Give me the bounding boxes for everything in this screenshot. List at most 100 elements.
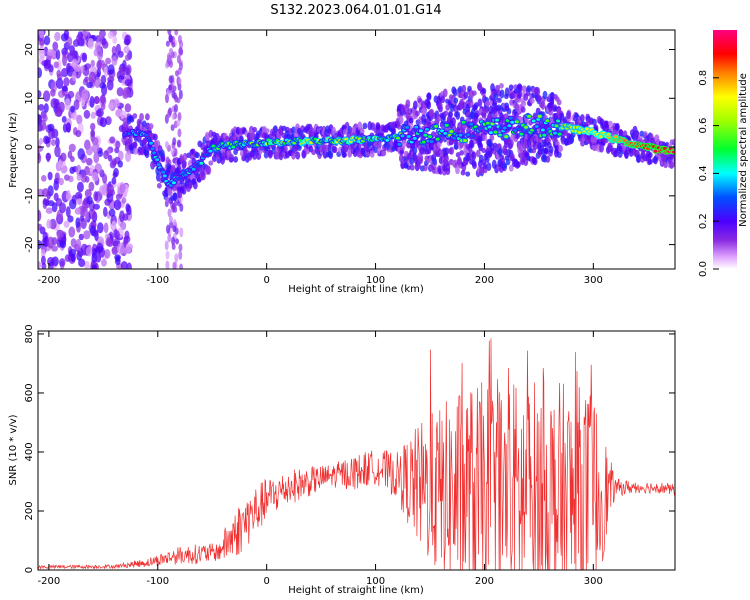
spectral-blob [38,90,42,98]
spectral-blob [91,171,99,182]
spectral-blob [105,237,112,247]
snr-frame [37,330,676,571]
spectral-blob [59,240,67,249]
spectral-blob [115,230,120,240]
spectral-blob [449,103,455,113]
ridge-blob-core [463,139,468,143]
ridge-blob-core [208,149,213,153]
spectral-blob [496,97,502,103]
spectral-blob [64,174,70,181]
spectral-blob [124,54,131,61]
spectral-blob [549,96,555,106]
spectral-blob [106,191,114,203]
spectral-blob [167,233,172,243]
ridge-blob-core [231,145,236,149]
spectral-blob [636,153,641,163]
spectral-blob [38,209,42,222]
y-tick-label: 10 [24,92,35,105]
spectral-blob [54,172,60,182]
spectral-blob [460,169,466,176]
spectral-blob [117,160,124,168]
spectral-blob [672,138,675,145]
spectral-blob [117,242,125,255]
spectral-blob [38,261,42,269]
spectral-blob [38,104,45,111]
spectral-blob [95,109,102,117]
colorbar-tick-label: 0.0 [698,261,709,277]
spectral-blob [176,165,182,174]
spectral-blob [179,263,184,269]
spectral-blob [405,99,411,109]
spectral-blob [414,110,420,117]
spectral-blob [521,85,527,93]
spectral-blob [46,152,51,163]
spectral-blob [65,190,71,200]
spectral-blob [165,260,170,269]
spectral-blob [178,61,183,71]
spectral-blob [47,236,55,249]
spectral-blob [78,233,84,241]
spectral-blob [486,162,492,171]
spectral-blob [124,151,132,163]
spectral-blob [447,111,453,118]
spectral-blob [54,31,61,42]
spectral-blob [54,108,63,117]
spectrogram-x-ticks: -200 -100 0 100 200 300 [38,30,603,286]
ridge-blob-core [150,147,155,151]
spectral-blob [171,202,176,211]
spectral-blob [123,46,130,54]
spectral-blob [43,35,51,46]
ridge-blob-core [531,119,536,123]
spectral-blob [548,145,554,154]
spectral-blob [473,102,479,109]
spectral-blob [342,152,347,158]
spectral-blob [106,183,115,195]
spectral-blob [67,215,74,223]
snr-panel: -200 -100 0 100 200 300 0 200 400 600 800 Height … [8,324,676,596]
ridge-blob-core [542,133,547,137]
spectral-blob [94,76,101,89]
spectral-blob [517,84,523,92]
spectral-blob [170,148,175,156]
spectral-blob [440,95,446,104]
spectral-blob [76,198,83,206]
spectral-blob [169,221,174,229]
ridge-blob-core [504,135,509,139]
spectral-blob [90,59,95,68]
spectral-blob [554,144,560,154]
spectral-blob [65,122,72,133]
spectral-blob [126,262,132,269]
ridge-blob-core [519,132,524,136]
ridge-blob-core [414,125,419,129]
spectral-blob [174,30,179,36]
spectral-blob [70,105,75,113]
spectral-blob [647,158,653,165]
spectral-blob [103,66,109,77]
spectral-blob [42,114,48,122]
spectral-blob [437,148,443,158]
ridge-blob-core [444,123,449,127]
spectral-blob [95,35,101,43]
ridge-blob-core [423,133,428,137]
spectral-blob [119,68,125,76]
spectral-blob [499,89,505,99]
ridge-blob-core [205,153,210,157]
spectral-blob [39,30,44,39]
ridge-blob-core [461,120,466,124]
spectral-blob [442,88,448,98]
spectral-blob [200,170,206,177]
spectral-blob [115,255,121,263]
spectral-blob [421,107,426,117]
ridge-blob-core [557,132,562,136]
spectral-blob [60,152,67,162]
spectral-blob [46,219,52,229]
spectral-blob [453,97,459,104]
x-tick-label: 0 [263,275,269,286]
spectrogram-x-label: Height of straight line (km) [288,284,424,295]
spectral-blob [169,60,174,68]
spectral-blob [115,193,122,200]
y-tick-label: 800 [24,324,35,343]
ridge-blob-core [478,127,483,131]
spectral-blob [508,164,514,172]
spectral-blob [71,58,78,69]
